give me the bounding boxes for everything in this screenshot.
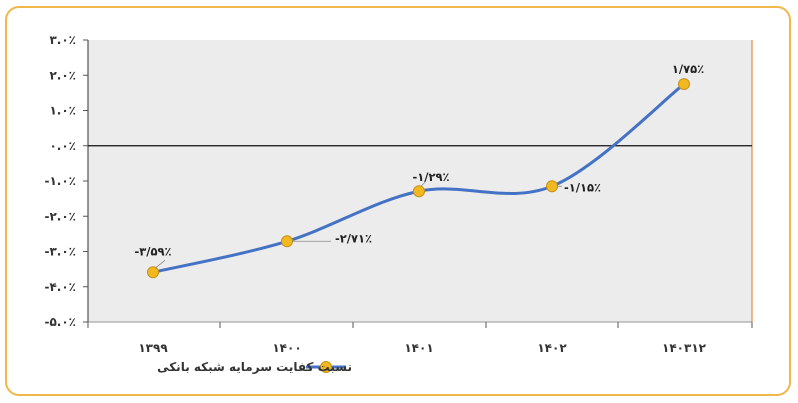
y-tick-label: ۱.۰٪ xyxy=(49,104,76,118)
data-point xyxy=(281,235,293,248)
data-point xyxy=(413,185,425,198)
data-label: -۱/۲۹٪ xyxy=(412,170,449,184)
y-tick-label: ۰.۰٪ xyxy=(49,139,76,153)
y-tick-label: ۳.۰٪ xyxy=(49,33,76,47)
y-tick-label: ۲.۰٪ xyxy=(49,68,76,82)
data-label: -۳/۵۹٪ xyxy=(134,244,171,258)
data-point xyxy=(546,180,558,193)
data-label: -۲/۷۱٪ xyxy=(335,231,372,245)
data-point xyxy=(678,78,690,91)
x-tick-label: ۱۴۰۱ xyxy=(404,341,433,355)
y-tick-label: -۴.۰٪ xyxy=(44,280,76,294)
legend-label: نسبت کفایت سرمایه شبکه بانکی xyxy=(157,360,352,374)
y-tick-label: -۲.۰٪ xyxy=(44,209,76,223)
plot-area xyxy=(88,40,752,322)
data-label-leader xyxy=(154,259,166,269)
data-point xyxy=(147,266,159,279)
data-label-leader xyxy=(420,181,426,187)
y-tick-label: -۱.۰٪ xyxy=(44,174,76,188)
y-tick-label: -۵.۰٪ xyxy=(44,315,76,329)
x-tick-label: ۱۴۰۰ xyxy=(272,341,301,355)
x-tick-label: ۱۳۹۹ xyxy=(138,341,168,355)
x-tick-label: ۱۴۰۳۱۲ xyxy=(662,341,707,355)
y-tick-label: -۳.۰٪ xyxy=(44,245,76,259)
x-tick-label: ۱۴۰۲ xyxy=(537,341,567,355)
data-label: -۱/۱۵٪ xyxy=(564,180,601,194)
data-label: ۱/۷۵٪ xyxy=(672,62,704,76)
legend-marker-swatch xyxy=(320,361,332,373)
